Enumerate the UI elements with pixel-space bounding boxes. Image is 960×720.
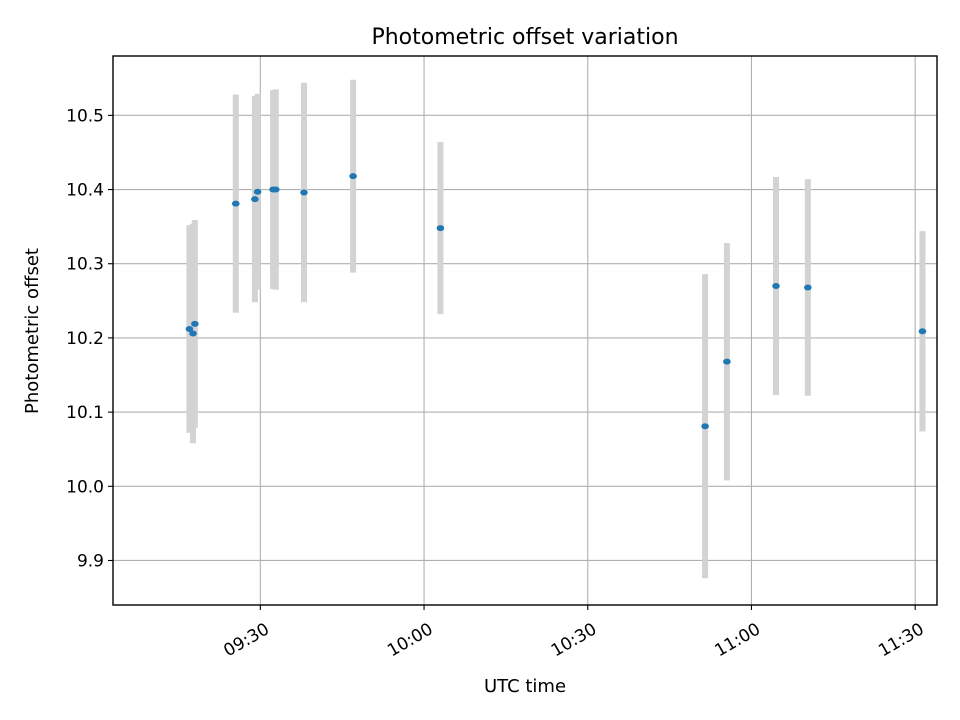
data-point — [271, 186, 280, 193]
data-point — [253, 188, 262, 195]
x-tick-label: 10:30 — [548, 619, 600, 661]
y-tick-label: 10.2 — [66, 329, 104, 349]
data-point — [772, 282, 780, 289]
y-tick-label: 10.5 — [66, 106, 104, 126]
data-point — [723, 358, 731, 365]
data-point — [231, 200, 240, 207]
data-point — [701, 423, 709, 430]
data-point — [349, 173, 357, 180]
y-tick-label: 10.0 — [66, 477, 104, 497]
x-tick-label: 11:00 — [712, 619, 764, 661]
data-point — [185, 326, 194, 333]
y-tick-label: 10.3 — [66, 255, 104, 275]
data-point — [251, 196, 259, 203]
data-point — [189, 330, 197, 337]
data-point — [436, 225, 445, 232]
chart-title: Photometric offset variation — [371, 25, 678, 50]
data-point — [804, 284, 812, 291]
y-tick-label: 9.9 — [77, 551, 104, 571]
data-point — [300, 189, 308, 196]
x-tick-label: 09:30 — [220, 619, 272, 661]
y-tick-label: 10.1 — [66, 403, 104, 423]
error-bars — [186, 79, 926, 579]
x-tick-label: 11:30 — [875, 619, 927, 661]
data-point — [918, 328, 927, 335]
y-tick-label: 10.4 — [66, 181, 104, 201]
plot-frame — [112, 55, 938, 606]
data-points — [185, 173, 927, 430]
x-axis-label: UTC time — [484, 676, 566, 697]
data-point — [191, 320, 199, 327]
x-tick-label: 10:00 — [384, 619, 436, 661]
grid — [113, 56, 937, 605]
y-axis-label: Photometric offset — [22, 248, 43, 414]
